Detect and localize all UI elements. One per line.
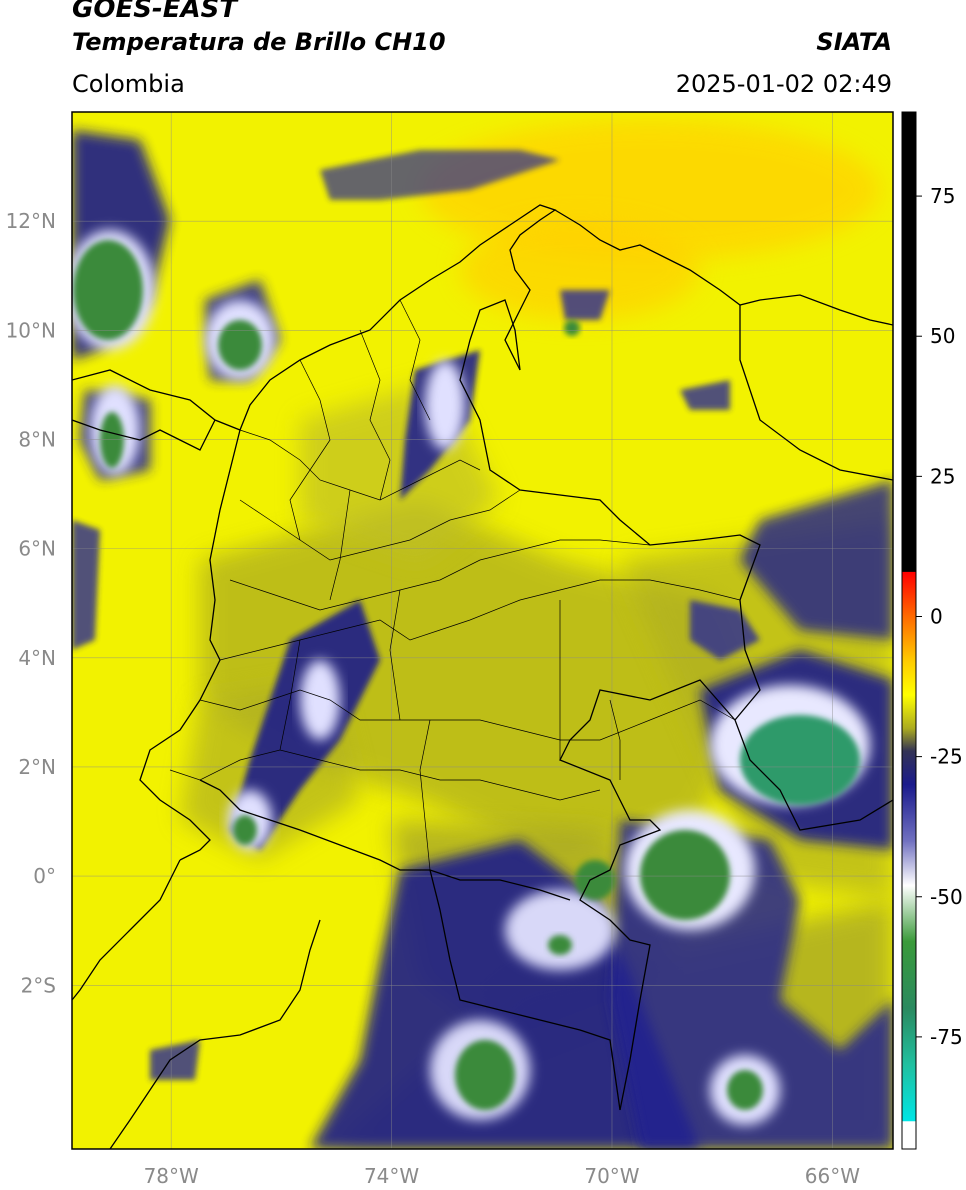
lat-tick-label: 6°N xyxy=(18,537,56,561)
colorbar-tick-label: -75 xyxy=(930,1025,963,1049)
map-frame xyxy=(71,111,894,1150)
lon-tick-label: 78°W xyxy=(144,1164,199,1188)
region-label: Colombia xyxy=(72,70,185,98)
colorbar-tick-label: 25 xyxy=(930,464,955,488)
brightness-temperature-field xyxy=(72,112,893,1149)
product-title: Temperatura de Brillo CH10 xyxy=(72,28,446,56)
lat-tick-label: 0° xyxy=(33,864,56,888)
lat-tick-label: 2°N xyxy=(18,755,56,779)
satellite-title: GOES-EAST xyxy=(72,0,238,24)
colorbar-tick-label: -25 xyxy=(930,745,963,769)
longitude-labels: 78°W 74°W 70°W 66°W xyxy=(144,1164,861,1188)
colorbar-frame xyxy=(901,111,917,1150)
colorbar: 75 50 25 0 -25 -50 -75 xyxy=(901,111,963,1150)
lat-tick-label: 2°S xyxy=(21,973,56,997)
lon-tick-label: 66°W xyxy=(805,1164,860,1188)
organization-label: SIATA xyxy=(816,28,892,56)
timestamp-label: 2025-01-02 02:49 xyxy=(675,70,892,98)
colorbar-tick-label: -50 xyxy=(930,885,963,909)
lon-tick-label: 74°W xyxy=(364,1164,419,1188)
lat-tick-label: 4°N xyxy=(18,646,56,670)
colorbar-tick-label: 0 xyxy=(930,604,943,628)
lon-tick-label: 70°W xyxy=(584,1164,639,1188)
lat-tick-label: 10°N xyxy=(6,318,56,342)
lat-tick-label: 8°N xyxy=(18,427,56,451)
country-borders xyxy=(72,204,893,1149)
department-borders xyxy=(169,299,741,871)
colorbar-tick-label: 75 xyxy=(930,184,955,208)
colorbar-tick-label: 50 xyxy=(930,324,955,348)
graticule xyxy=(72,112,893,1149)
lat-tick-label: 12°N xyxy=(6,209,56,233)
latitude-labels: 12°N 10°N 8°N 6°N 4°N 2°N 0° 2°S xyxy=(6,209,56,997)
